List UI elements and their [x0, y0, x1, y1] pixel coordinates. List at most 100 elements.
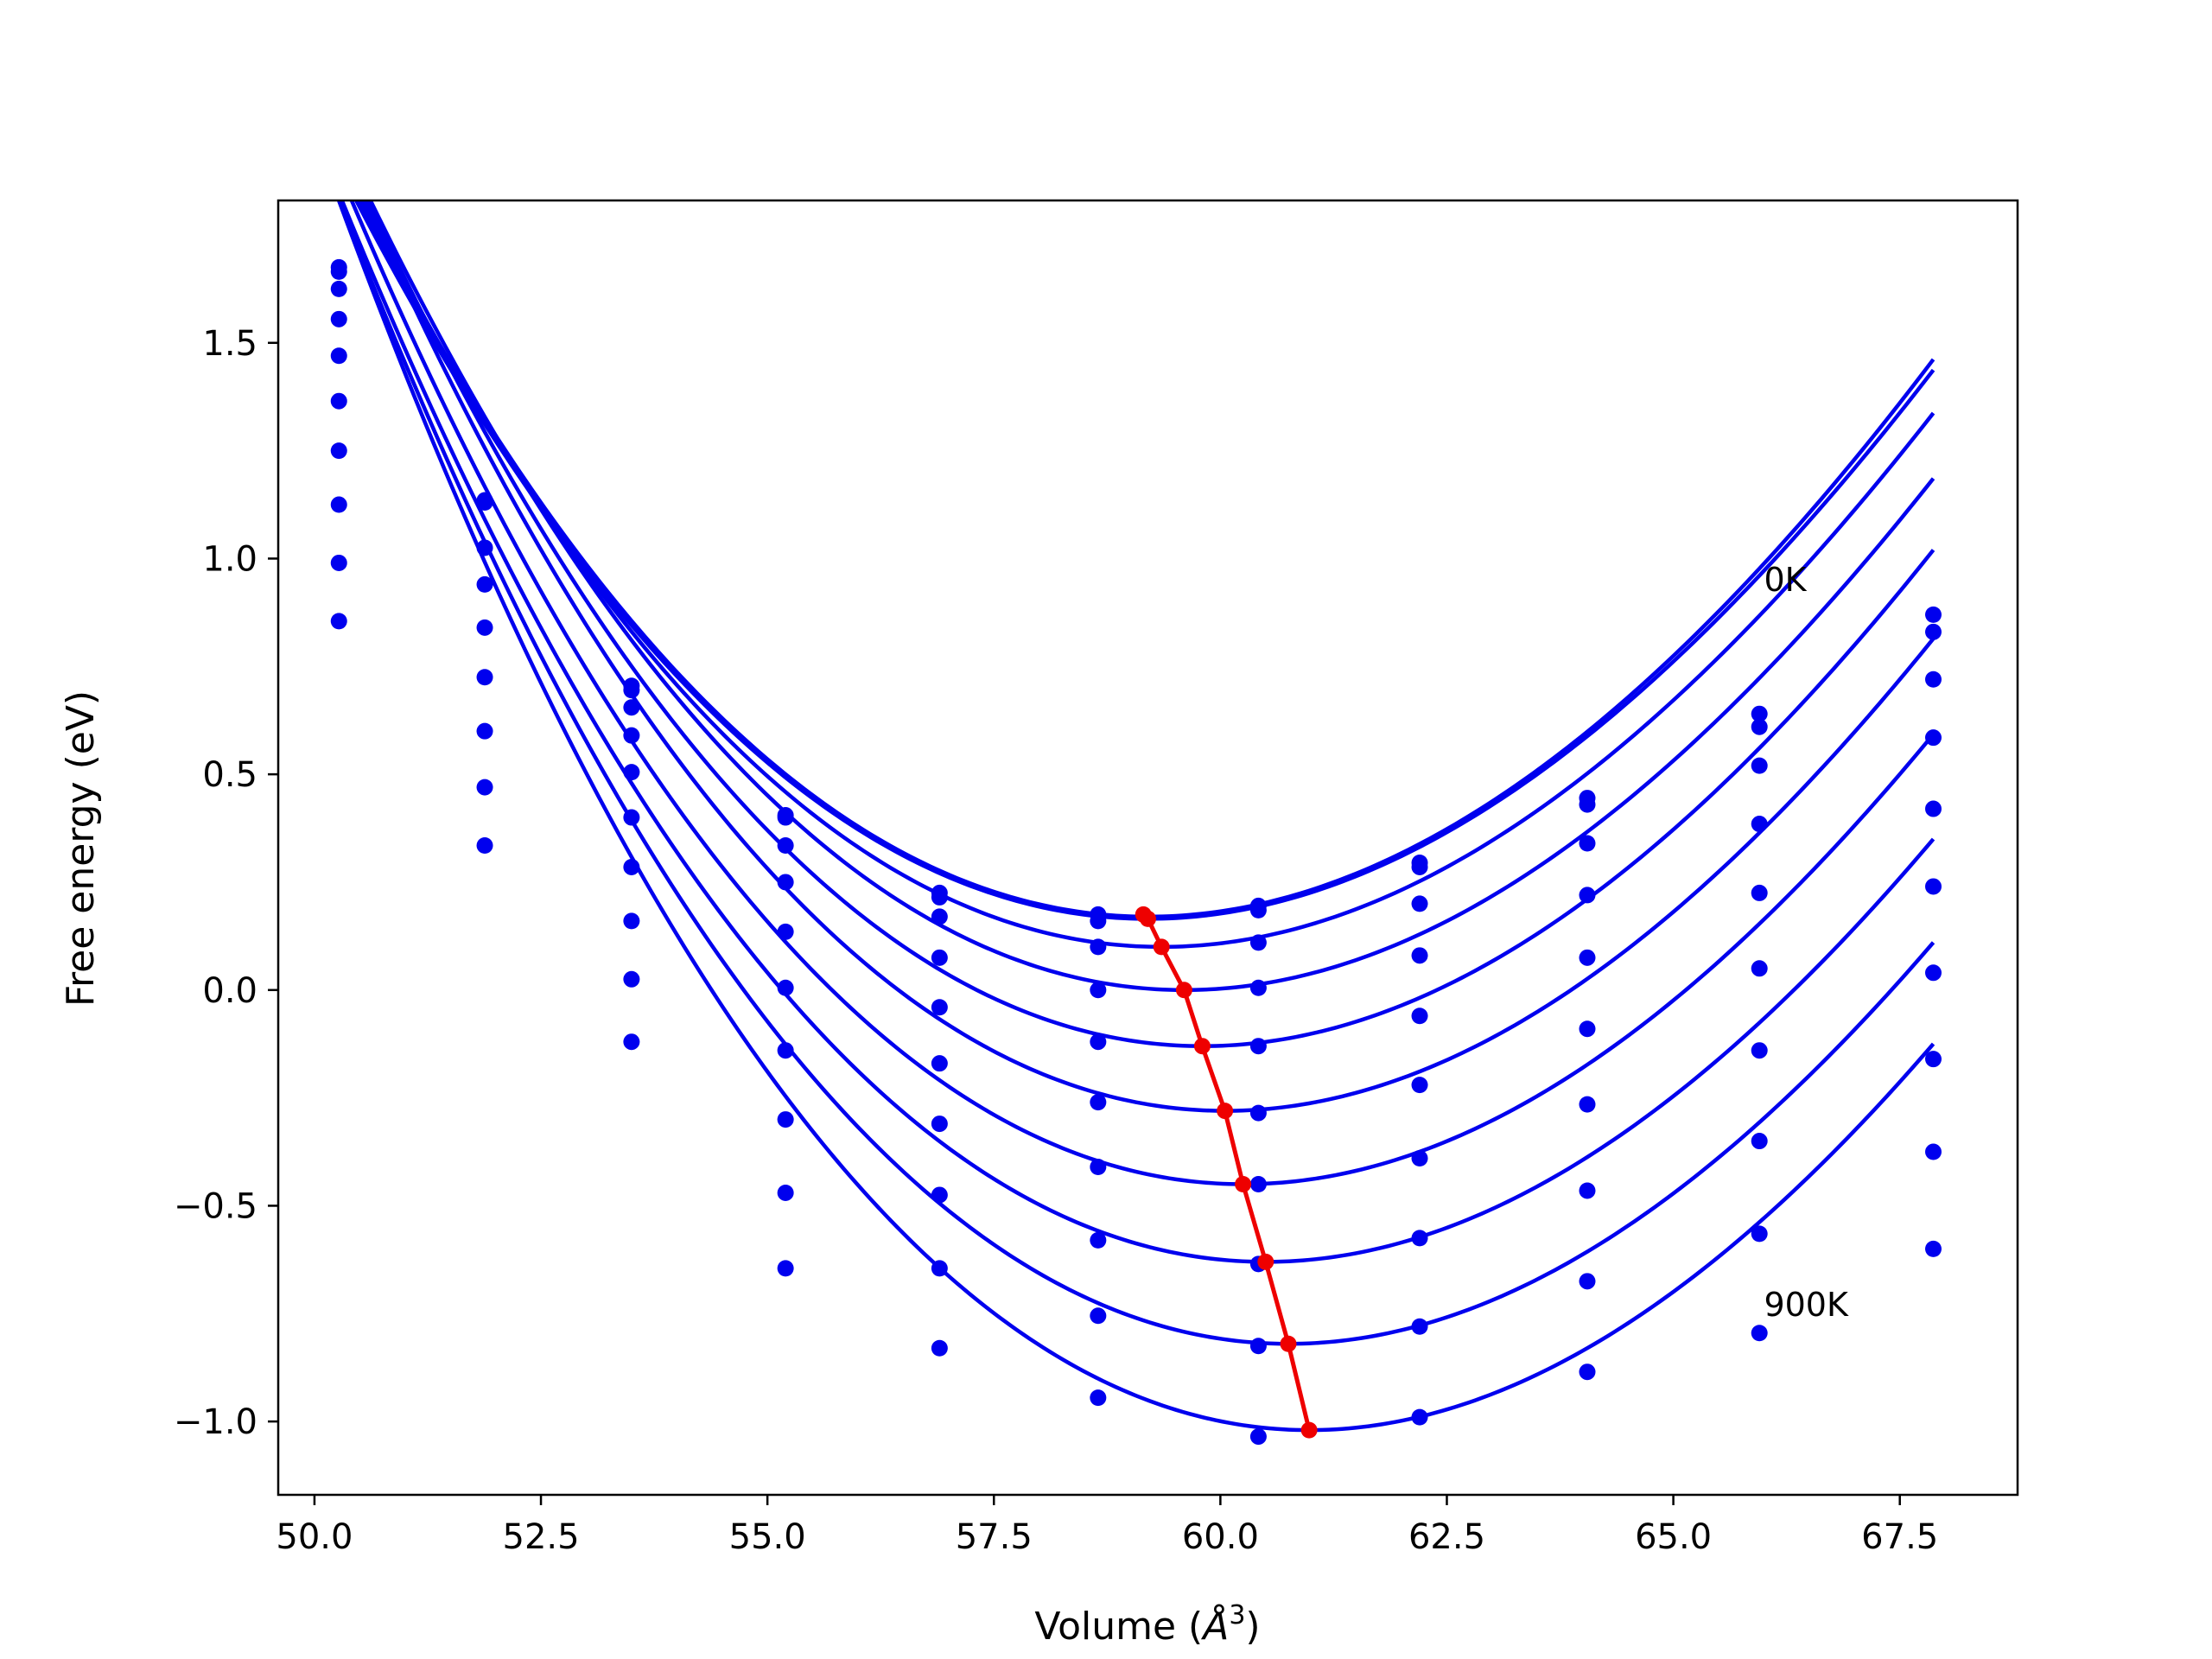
- x-tick-label-1: 52.5: [503, 1517, 580, 1557]
- data-point-400K-8: [1579, 949, 1596, 966]
- fit-curve-400K: [365, 200, 1936, 1048]
- data-point-600K-2: [623, 858, 640, 875]
- plot-frame: [276, 199, 2019, 1497]
- y-axis-ticks: −1.0 −0.5 0.0 0.5 1.0 1.5: [174, 324, 278, 1442]
- data-point-200K-0: [330, 280, 347, 297]
- minimum-point-4: [1193, 1038, 1211, 1055]
- data-point-200K-4: [931, 908, 948, 925]
- data-point-100K-0: [330, 263, 347, 280]
- data-point-800K-4: [931, 1260, 948, 1277]
- data-point-200K-1: [476, 539, 493, 556]
- x-axis-ticks: 50.0 52.5 55.0 57.5 60.0 62.5 65.0 67.5: [276, 1495, 1938, 1557]
- x-axis-label: Volume (Å3): [1034, 1600, 1260, 1649]
- data-point-800K-9: [1751, 1225, 1768, 1243]
- data-point-800K-2: [623, 970, 640, 988]
- data-point-100K-3: [777, 809, 794, 826]
- data-point-600K-9: [1751, 1042, 1768, 1059]
- x-tick-label-5: 62.5: [1408, 1517, 1485, 1557]
- data-point-500K-5: [1090, 1094, 1107, 1111]
- data-point-300K-1: [476, 575, 493, 593]
- data-point-400K-6: [1249, 1038, 1267, 1055]
- minimum-point-8: [1280, 1335, 1297, 1352]
- data-point-700K-9: [1751, 1133, 1768, 1150]
- fit-curves: [337, 200, 1936, 1433]
- data-point-900K-6: [1249, 1428, 1267, 1446]
- data-point-400K-5: [1090, 1033, 1107, 1051]
- data-point-600K-8: [1579, 1096, 1596, 1113]
- y-tick-label-3: 0.5: [202, 755, 257, 795]
- data-point-200K-6: [1249, 934, 1267, 951]
- data-point-700K-7: [1411, 1230, 1428, 1247]
- data-point-500K-9: [1751, 960, 1768, 977]
- fit-curve-700K: [340, 200, 1936, 1264]
- data-point-300K-0: [330, 310, 347, 327]
- fit-curve-600K: [349, 200, 1936, 1186]
- data-point-300K-9: [1751, 816, 1768, 833]
- data-point-200K-9: [1751, 757, 1768, 774]
- data-point-100K-1: [476, 494, 493, 512]
- data-point-800K-0: [330, 554, 347, 571]
- data-point-300K-7: [1411, 947, 1428, 964]
- y-tick-label-2: 0.0: [202, 971, 257, 1011]
- data-point-500K-4: [931, 1055, 948, 1072]
- x-tick-label-2: 55.0: [729, 1517, 806, 1557]
- data-point-900K-4: [931, 1339, 948, 1357]
- x-tick-label-7: 67.5: [1861, 1517, 1938, 1557]
- data-point-500K-8: [1579, 1020, 1596, 1038]
- data-point-400K-7: [1411, 1007, 1428, 1025]
- minimum-point-2: [1153, 938, 1170, 956]
- data-point-600K-6: [1249, 1175, 1267, 1192]
- data-point-700K-1: [476, 779, 493, 796]
- data-point-0K-10: [1925, 606, 1942, 623]
- data-point-500K-3: [777, 979, 794, 996]
- data-point-600K-10: [1925, 964, 1942, 982]
- data-point-300K-3: [777, 874, 794, 891]
- x-tick-label-4: 60.0: [1182, 1517, 1259, 1557]
- annotations: 0K 900K: [1764, 561, 1849, 1324]
- data-point-200K-10: [1925, 671, 1942, 688]
- x-tick-label-6: 65.0: [1635, 1517, 1712, 1557]
- y-tick-label-5: 1.5: [202, 324, 257, 364]
- y-tick-label-4: 1.0: [202, 539, 257, 579]
- y-tick-label-0: −1.0: [174, 1402, 257, 1442]
- minima-line: [1135, 906, 1318, 1439]
- minimum-point-6: [1235, 1175, 1252, 1192]
- data-point-600K-7: [1411, 1150, 1428, 1167]
- data-point-500K-10: [1925, 878, 1942, 895]
- data-point-200K-3: [777, 837, 794, 854]
- minimum-point-5: [1217, 1103, 1234, 1120]
- data-point-600K-4: [931, 1116, 948, 1133]
- data-point-800K-8: [1579, 1273, 1596, 1290]
- data-point-800K-3: [777, 1184, 794, 1201]
- y-tick-label-1: −0.5: [174, 1186, 257, 1226]
- data-point-800K-6: [1249, 1338, 1267, 1355]
- data-point-900K-0: [330, 613, 347, 630]
- data-point-400K-2: [623, 764, 640, 781]
- data-point-900K-7: [1411, 1408, 1428, 1426]
- data-point-500K-2: [623, 809, 640, 826]
- data-point-600K-5: [1090, 1159, 1107, 1176]
- x-axis-label-close: ): [1245, 1605, 1260, 1649]
- data-point-800K-10: [1925, 1143, 1942, 1160]
- data-point-500K-0: [330, 392, 347, 410]
- data-point-800K-5: [1090, 1307, 1107, 1325]
- x-axis-label-symbol: Å: [1200, 1603, 1229, 1649]
- data-point-300K-8: [1579, 887, 1596, 904]
- data-point-900K-10: [1925, 1240, 1942, 1257]
- data-point-100K-2: [623, 682, 640, 699]
- data-point-600K-3: [777, 1042, 794, 1059]
- fit-curve-500K: [363, 200, 1936, 1113]
- data-point-700K-5: [1090, 1231, 1107, 1249]
- data-point-900K-3: [777, 1260, 794, 1277]
- data-point-900K-2: [623, 1033, 640, 1051]
- data-point-200K-5: [1090, 938, 1107, 956]
- data-point-600K-1: [476, 722, 493, 740]
- data-point-700K-8: [1579, 1182, 1596, 1199]
- x-axis-label-power: 3: [1229, 1600, 1245, 1630]
- data-point-800K-7: [1411, 1318, 1428, 1335]
- data-point-400K-3: [777, 923, 794, 940]
- data-point-200K-2: [623, 699, 640, 716]
- data-point-500K-1: [476, 669, 493, 686]
- data-point-500K-7: [1411, 1077, 1428, 1094]
